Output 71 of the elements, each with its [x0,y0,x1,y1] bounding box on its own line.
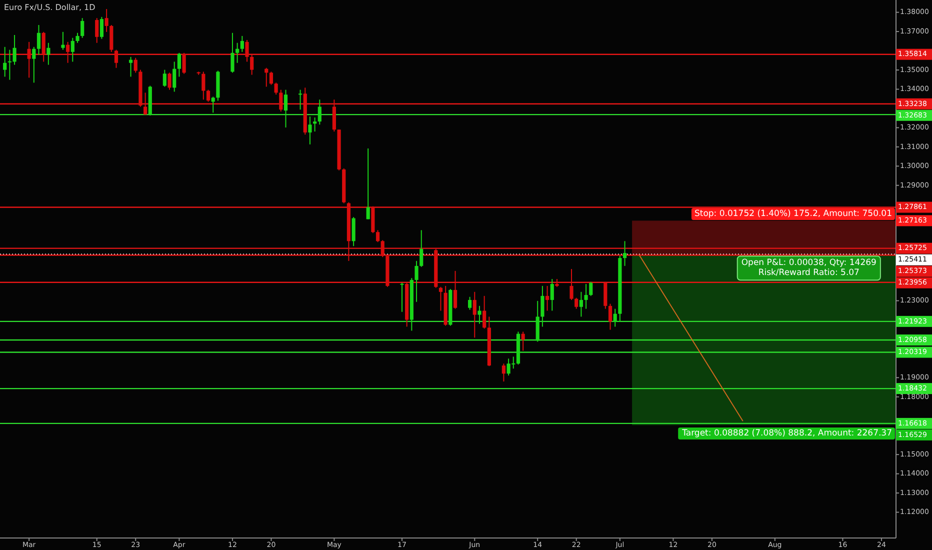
candlestick [76,32,80,44]
candlestick [104,8,108,32]
candlestick [584,284,588,310]
candlestick [589,281,593,296]
candlestick [420,230,424,268]
legend-label: Target: 0.08882 (7.08%) 888.2, Amount: 2267.37 [681,428,892,438]
candlestick [80,18,84,38]
candlestick [279,89,283,112]
candlestick [608,303,612,330]
candlestick [380,240,384,258]
candlestick [478,305,482,324]
candlestick [95,18,99,44]
candlestick [604,281,608,310]
candlestick [482,295,486,330]
candlestick [66,41,70,64]
candlestick [468,296,472,310]
candlestick [143,92,148,116]
band-label: Stop: 0.01752 (1.40%) 175.2, Amount: 750.01 [694,209,892,220]
candlestick [414,260,418,302]
candlestick [245,39,249,62]
candlestick [352,216,356,247]
candlestick [376,230,380,243]
annotation: Open P&L: 0.00038, Qty: 14269 Risk/Reward Ratio: 5.07 [741,258,876,278]
candlestick [472,291,476,338]
candlestick [313,116,317,132]
candlestick [622,240,627,266]
candlestick [172,61,176,92]
candlestick [114,49,118,68]
candlestick [182,52,186,74]
candlestick [32,46,36,84]
candlestick [250,54,254,76]
candlestick [540,285,544,328]
candlestick [230,32,234,74]
candlestick [27,41,31,78]
candlestick [269,71,274,86]
candlestick [366,148,370,220]
candlestick [236,42,240,64]
candlestick [579,291,583,318]
candlestick [298,89,302,110]
candlestick [438,286,443,312]
candlestick [110,24,114,52]
candlestick [521,331,525,352]
candlestick [100,16,104,40]
chart-title: Euro Fx/U.S. Dollar, 1D [4,3,96,12]
candlestick [332,99,336,132]
candlestick [284,89,288,128]
candlestick [206,89,210,102]
candlestick [202,71,206,100]
candlestick [128,56,133,78]
candlestick [318,99,322,126]
candlestick [70,37,74,62]
candlestick [400,282,404,312]
candlestick [134,57,138,74]
candlestick [240,35,244,52]
candlestick [570,268,574,300]
candlestick [162,69,166,88]
candlestick [36,24,41,56]
candlestick [545,285,550,312]
candlestick [502,363,506,382]
candlestick [613,308,617,328]
candlestick [177,52,181,78]
candlestick [308,116,312,145]
candlestick [61,31,65,50]
candlestick [168,72,172,90]
candlestick [574,297,578,310]
candlestick [211,96,215,114]
candlestick [274,82,278,96]
candlestick [550,278,554,312]
candlestick [46,42,50,66]
candlestick [42,31,46,62]
candlestick [453,270,458,310]
